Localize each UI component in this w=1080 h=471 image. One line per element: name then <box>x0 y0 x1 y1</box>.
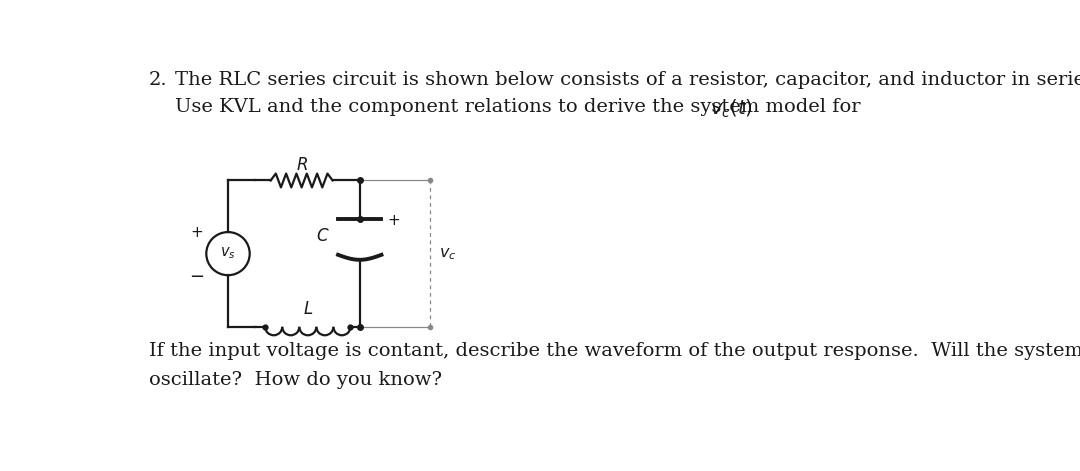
Text: Use KVL and the component relations to derive the system model for: Use KVL and the component relations to d… <box>175 98 867 116</box>
Text: $C$: $C$ <box>315 228 329 245</box>
Text: If the input voltage is contant, describe the waveform of the output response.  : If the input voltage is contant, describ… <box>149 342 1080 360</box>
Text: +: + <box>388 213 401 228</box>
Text: $v_s$: $v_s$ <box>220 246 235 261</box>
Text: $v_c(t)$: $v_c(t)$ <box>710 98 753 121</box>
Text: $R$: $R$ <box>296 156 308 174</box>
Text: $v_c$: $v_c$ <box>438 245 456 262</box>
Text: 2.: 2. <box>149 71 167 89</box>
Text: −: − <box>189 268 204 286</box>
Text: +: + <box>191 225 203 240</box>
Text: oscillate?  How do you know?: oscillate? How do you know? <box>149 371 442 389</box>
Text: $L$: $L$ <box>302 301 313 318</box>
Text: The RLC series circuit is shown below consists of a resistor, capacitor, and ind: The RLC series circuit is shown below co… <box>175 71 1080 89</box>
